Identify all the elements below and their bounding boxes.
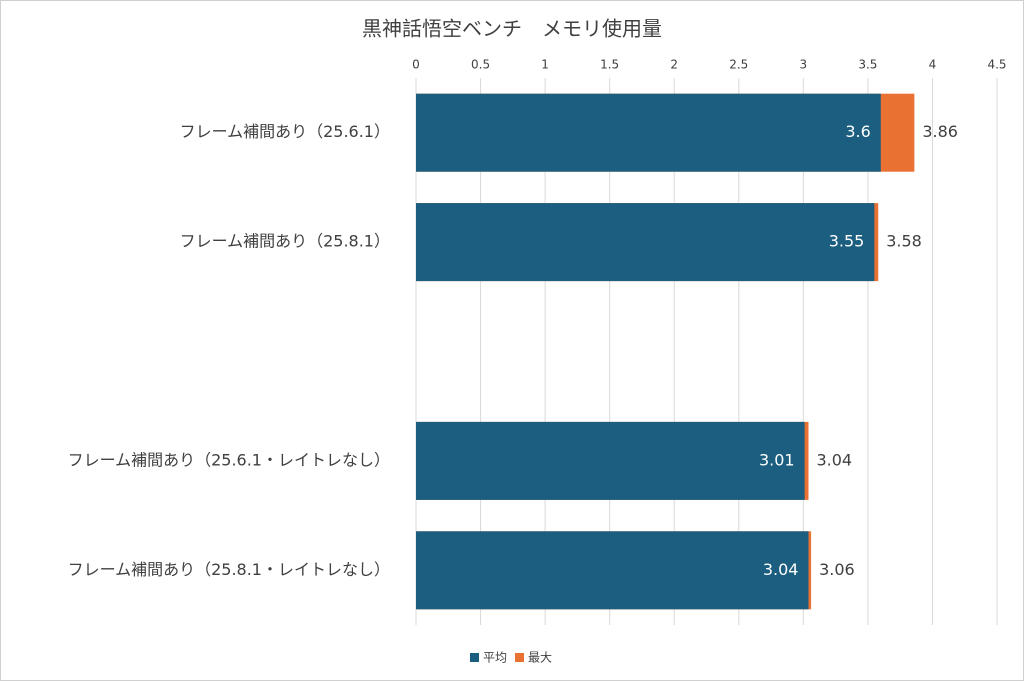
- bar: [416, 531, 809, 610]
- y-tick-label: フレーム補間あり（25.8.1・レイトレなし）: [68, 560, 390, 579]
- x-tick-label: 0.5: [471, 58, 490, 72]
- y-tick-label: フレーム補間あり（25.6.1）: [180, 122, 390, 141]
- x-tick-label: 2: [670, 58, 678, 72]
- x-tick-label: 0: [412, 58, 420, 72]
- y-tick-label: フレーム補間あり（25.6.1・レイトレなし）: [68, 450, 390, 469]
- legend-label: 平均: [483, 651, 507, 665]
- bar: [416, 93, 881, 172]
- legend-label: 最大: [528, 651, 552, 665]
- legend-swatch: [515, 653, 525, 662]
- x-tick-label: 1: [541, 58, 549, 72]
- data-label: 3.04: [763, 560, 799, 579]
- data-label: 3.86: [922, 122, 958, 141]
- x-tick-label: 4.5: [987, 58, 1006, 72]
- data-label: 3.55: [829, 232, 865, 251]
- bar: [416, 203, 875, 282]
- data-label: 3.01: [759, 450, 795, 469]
- chart-title: 黒神話悟空ベンチ メモリ使用量: [362, 17, 662, 41]
- legend-swatch: [470, 653, 479, 662]
- y-tick-label: フレーム補間あり（25.8.1）: [180, 232, 390, 251]
- data-label: 3.58: [886, 232, 922, 251]
- bar: [416, 421, 805, 500]
- data-label: 3.04: [816, 450, 852, 469]
- x-tick-label: 2.5: [729, 58, 748, 72]
- x-tick-label: 4: [929, 58, 937, 72]
- x-tick-label: 3: [800, 58, 808, 72]
- data-label: 3.06: [819, 560, 855, 579]
- x-tick-label: 1.5: [600, 58, 619, 72]
- data-label: 3.6: [845, 122, 870, 141]
- x-tick-label: 3.5: [858, 58, 877, 72]
